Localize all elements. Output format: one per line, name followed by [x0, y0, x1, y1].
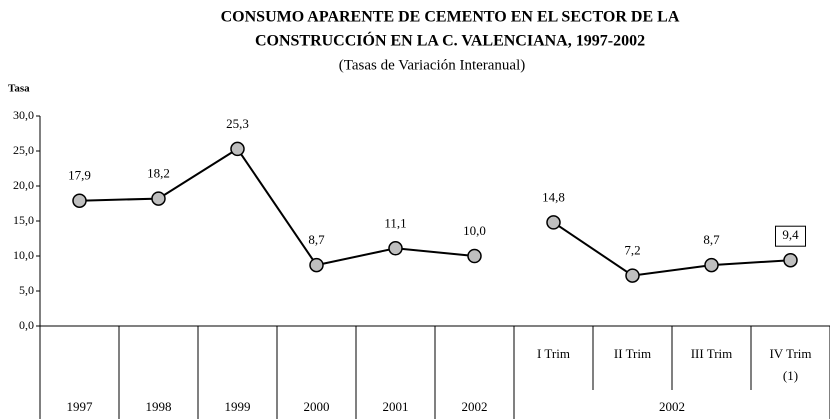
- y-tick-label: 0,0: [19, 318, 34, 332]
- line: [79, 147, 475, 267]
- data-label: 17,9: [68, 168, 91, 183]
- data-label: 8,7: [308, 232, 325, 247]
- chart-title: CONSUMO APARENTE DE CEMENTO EN EL SECTOR…: [221, 9, 680, 26]
- x-tick-label: II Trim: [614, 346, 651, 361]
- data-label: 25,3: [226, 116, 249, 131]
- category-note: (1): [783, 368, 798, 383]
- data-label: 8,7: [703, 232, 720, 247]
- data-label: 11,1: [384, 215, 406, 230]
- marker: [309, 257, 324, 273]
- x-tick-label: 2002: [462, 399, 488, 414]
- marker: [467, 248, 482, 264]
- marker: [151, 191, 166, 206]
- x-tick-label: I Trim: [537, 346, 570, 361]
- marker: [783, 252, 798, 268]
- data-label: 9,4: [782, 227, 799, 242]
- x-tick-label: 1997: [67, 399, 94, 414]
- marker: [546, 215, 561, 230]
- x-tick-label: IV Trim: [769, 346, 811, 361]
- x-tick-label: 1999: [225, 399, 251, 414]
- y-tick-label: 10,0: [13, 248, 34, 262]
- x-tick-label: 2001: [383, 399, 409, 414]
- marker: [72, 193, 87, 208]
- y-tick-label: 20,0: [13, 178, 34, 192]
- data-label: 7,2: [624, 243, 640, 258]
- marker: [230, 141, 245, 157]
- y-tick-label: 5,0: [19, 283, 34, 297]
- data-label: 18,2: [147, 166, 170, 181]
- marker: [625, 268, 640, 283]
- y-tick-label: 15,0: [13, 213, 34, 227]
- data-label: 10,0: [463, 223, 486, 238]
- marker: [704, 257, 719, 273]
- y-axis-label: Tasa: [8, 83, 30, 95]
- data-label: 14,8: [542, 189, 565, 204]
- label-box: [775, 225, 806, 247]
- group-label: 2002: [659, 399, 685, 414]
- chart-subtitle: (Tasas de Variación Interanual): [339, 57, 526, 73]
- line: [552, 221, 791, 277]
- x-tick-label: 1998: [146, 399, 172, 414]
- chart-title: CONSTRUCCIÓN EN LA C. VALENCIANA, 1997-2…: [255, 31, 645, 50]
- y-tick-label: 30,0: [13, 108, 34, 122]
- y-tick-label: 25,0: [13, 143, 34, 157]
- x-tick-label: III Trim: [691, 346, 733, 361]
- marker: [388, 241, 403, 256]
- x-tick-label: 2000: [304, 399, 330, 414]
